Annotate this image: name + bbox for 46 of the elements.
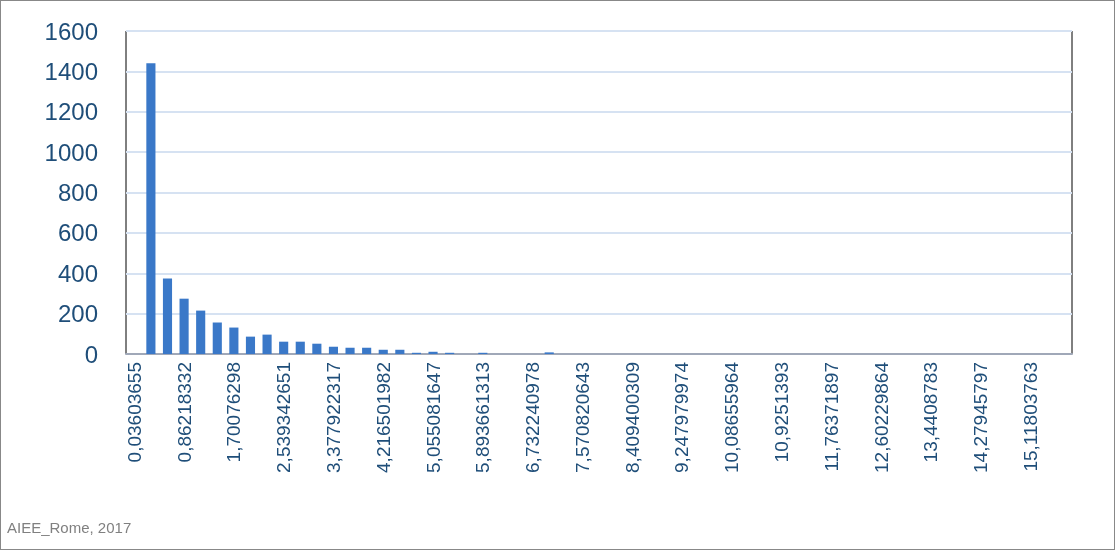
bar bbox=[196, 310, 206, 354]
x-tick-label: 13,4408783 bbox=[920, 362, 942, 463]
x-tick-label: 6,732240978 bbox=[522, 362, 544, 473]
y-tick-label: 1000 bbox=[44, 138, 98, 166]
bar bbox=[146, 63, 156, 354]
bar bbox=[378, 349, 388, 354]
x-tick-label: 15,11803763 bbox=[1020, 362, 1042, 472]
x-tick-label: 10,08655964 bbox=[721, 361, 743, 473]
y-tick-label: 600 bbox=[57, 219, 98, 247]
y-tick-label: 1400 bbox=[44, 57, 98, 85]
x-tick-label: 12,60229864 bbox=[870, 361, 892, 473]
bar bbox=[212, 322, 222, 354]
bar bbox=[295, 341, 305, 354]
y-tick-label: 400 bbox=[57, 259, 98, 287]
bar bbox=[279, 341, 289, 354]
bar bbox=[262, 334, 272, 354]
bar bbox=[179, 298, 189, 354]
x-tick-label: 0,86218332 bbox=[173, 362, 195, 463]
x-tick-label: 1,70076298 bbox=[223, 362, 245, 463]
bar bbox=[345, 347, 355, 354]
x-tick-label: 8,409400309 bbox=[621, 362, 643, 473]
x-tick-label: 0,03603655 bbox=[123, 362, 145, 463]
x-tick-label: 4,216501982 bbox=[372, 362, 394, 473]
x-tick-label: 3,377922317 bbox=[322, 362, 344, 473]
bar bbox=[229, 327, 239, 354]
bar bbox=[312, 343, 322, 354]
y-tick-label: 0 bbox=[84, 340, 98, 368]
bar bbox=[245, 336, 256, 354]
y-tick-label: 1600 bbox=[44, 17, 98, 45]
x-tick-label: 14,27945797 bbox=[970, 362, 992, 473]
bar bbox=[362, 347, 372, 354]
x-tick-label: 2,539342651 bbox=[273, 362, 295, 473]
y-tick-label: 1200 bbox=[44, 98, 98, 126]
x-tick-label: 11,76371897 bbox=[820, 362, 842, 472]
x-tick-label: 5,893661313 bbox=[472, 362, 494, 473]
x-tick-label: 9,247979974 bbox=[671, 361, 693, 473]
bar bbox=[328, 346, 339, 354]
bar bbox=[395, 349, 405, 354]
bar bbox=[428, 351, 438, 354]
x-tick-label: 10,9251393 bbox=[771, 362, 793, 463]
x-tick-label: 5,055081647 bbox=[422, 362, 444, 473]
y-tick-label: 200 bbox=[57, 300, 98, 328]
text: AIEE_Rome, 2017 bbox=[7, 519, 132, 536]
x-tick-label: 7,570820643 bbox=[571, 362, 593, 473]
y-tick-label: 800 bbox=[57, 179, 98, 206]
bar bbox=[162, 278, 173, 354]
